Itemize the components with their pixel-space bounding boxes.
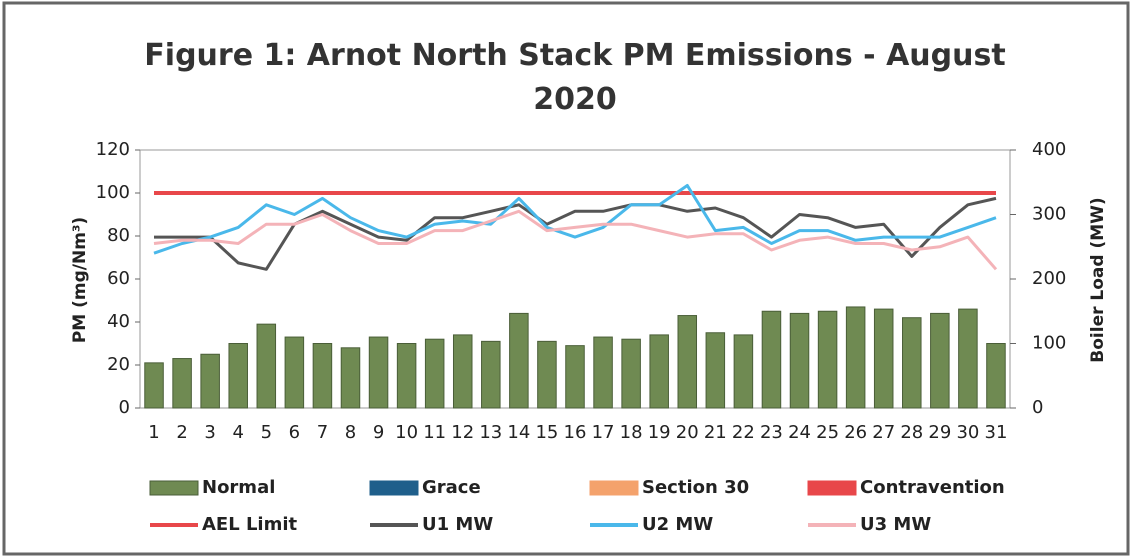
legend-label: U2 MW: [642, 514, 713, 535]
bar: [340, 347, 361, 409]
bar: [368, 336, 389, 409]
x-tick-label: 4: [232, 422, 243, 443]
y-tick-label: 20: [107, 354, 130, 375]
legend-label: Contravention: [860, 477, 1005, 498]
x-tick-label: 15: [535, 422, 558, 443]
bar: [144, 362, 164, 409]
x-tick-label: 20: [676, 422, 699, 443]
x-tick-label: 3: [204, 422, 215, 443]
bar: [312, 343, 333, 409]
bar: [621, 338, 641, 409]
x-tick-label: 10: [395, 422, 418, 443]
x-tick-label: 5: [261, 422, 272, 443]
legend-label: AEL Limit: [202, 514, 298, 535]
x-tick-label: 29: [928, 422, 951, 443]
bar: [958, 308, 978, 409]
x-tick-label: 21: [704, 422, 727, 443]
bar: [986, 343, 1006, 409]
bar: [593, 336, 613, 409]
x-tick-label: 12: [451, 422, 474, 443]
y-tick-label: 40: [107, 311, 130, 332]
y2-tick-label: 300: [1032, 204, 1066, 225]
bar: [228, 343, 248, 409]
bar: [284, 336, 305, 409]
bar: [537, 340, 557, 409]
x-tick-label: 13: [479, 422, 502, 443]
y-tick-label: 0: [119, 397, 130, 418]
bar: [396, 343, 417, 409]
bar: [789, 312, 810, 409]
y-axis-title: PM (mg/Nm³): [70, 217, 90, 343]
bar: [705, 332, 726, 409]
bar: [817, 310, 838, 409]
y-tick-label: 80: [107, 225, 130, 246]
legend-label: Grace: [422, 477, 481, 498]
bar: [565, 345, 585, 409]
legend-swatch: [589, 480, 639, 496]
legend-swatch: [369, 480, 419, 496]
x-tick-label: 25: [816, 422, 839, 443]
legend-label: U1 MW: [422, 514, 493, 535]
chart-title: Figure 1: Arnot North Stack PM Emissions…: [144, 38, 1006, 117]
line-series: [153, 209, 998, 271]
bar: [677, 315, 698, 409]
y2-tick-label: 200: [1032, 268, 1066, 289]
y-tick-label: 120: [96, 139, 130, 160]
bar: [902, 317, 922, 409]
y2-tick-label: 100: [1032, 333, 1066, 354]
x-tick-label: 27: [872, 422, 895, 443]
x-tick-label: 9: [373, 422, 384, 443]
legend-label: Section 30: [642, 477, 749, 498]
bar: [845, 306, 866, 409]
x-tick-label: 1: [148, 422, 159, 443]
x-tick-label: 11: [423, 422, 446, 443]
x-tick-label: 19: [648, 422, 671, 443]
x-tick-label: 18: [620, 422, 643, 443]
line-series: [153, 184, 997, 255]
x-tick-label: 2: [176, 422, 187, 443]
x-tick-label: 24: [788, 422, 811, 443]
y2-axis-title: Boiler Load (MW): [1088, 197, 1108, 362]
x-tick-label: 28: [900, 422, 923, 443]
x-tick-label: 16: [564, 422, 587, 443]
legend-label: Normal: [202, 477, 275, 498]
bar: [256, 323, 277, 409]
y2-tick-label: 0: [1032, 397, 1043, 418]
legend-swatch: [149, 480, 199, 496]
bar: [733, 334, 754, 409]
x-tick-label: 8: [345, 422, 356, 443]
bar: [649, 334, 669, 409]
bar: [172, 358, 192, 409]
x-tick-label: 26: [844, 422, 867, 443]
bar: [873, 308, 894, 409]
x-tick-label: 30: [956, 422, 979, 443]
bar: [930, 312, 950, 409]
x-tick-label: 7: [317, 422, 328, 443]
x-tick-label: 17: [592, 422, 615, 443]
bar: [481, 340, 501, 409]
legend-swatch: [807, 480, 857, 496]
y-tick-label: 100: [96, 182, 130, 203]
y-tick-label: 60: [107, 268, 130, 289]
x-tick-label: 23: [760, 422, 783, 443]
bar: [761, 310, 782, 409]
bar: [452, 334, 473, 409]
bar: [424, 338, 445, 409]
legend-label: U3 MW: [860, 514, 931, 535]
bar: [509, 312, 529, 409]
bar: [200, 353, 220, 409]
y2-tick-label: 400: [1032, 139, 1066, 160]
x-tick-label: 22: [732, 422, 755, 443]
x-tick-label: 31: [985, 422, 1008, 443]
x-tick-label: 14: [507, 422, 530, 443]
x-tick-label: 6: [289, 422, 300, 443]
